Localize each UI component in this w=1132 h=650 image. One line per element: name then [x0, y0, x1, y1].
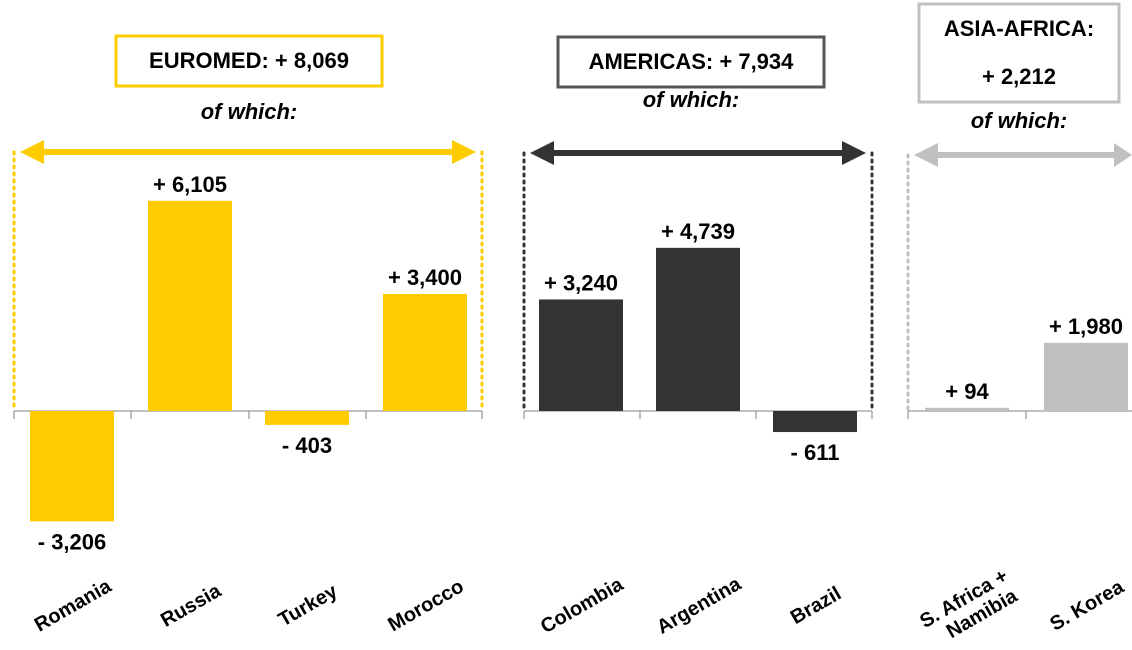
value-label-colombia: + 3,240: [544, 270, 618, 295]
value-label-romania: - 3,206: [38, 529, 107, 554]
category-label-romania: Romania: [31, 575, 116, 637]
category-label-russia: Russia: [157, 579, 226, 631]
category-label-s-africa-namibia: S. Africa +Namibia: [916, 565, 1023, 650]
euromed-title-box: [114, 34, 384, 88]
americas-subtitle: of which:: [643, 87, 740, 112]
value-label-s-korea: + 1,980: [1049, 314, 1123, 339]
bar-s-korea: [1044, 342, 1128, 411]
category-label-colombia: Colombia: [537, 573, 628, 638]
bar-colombia: [539, 299, 623, 411]
value-label-russia: + 6,105: [153, 172, 227, 197]
asia-africa-title-box: [917, 2, 1121, 104]
bar-turkey: [265, 411, 349, 425]
asia-africa-subtitle: of which:: [971, 108, 1068, 133]
category-label-morocco: Morocco: [384, 575, 467, 636]
bar-argentina: [656, 247, 740, 411]
euromed-arrow-left-head: [20, 140, 44, 164]
americas-title-box: [556, 35, 826, 89]
bar-morocco: [383, 293, 467, 411]
asia-africa-arrow-right-head: [1114, 143, 1132, 167]
bar-brazil: [773, 411, 857, 433]
bar-s-africa-namibia: [925, 407, 1009, 411]
category-label-argentina: Argentina: [653, 573, 746, 639]
euromed-title: EUROMED: + 8,069: [149, 48, 349, 73]
bar-romania: [30, 411, 114, 522]
americas-title: AMERICAS: + 7,934: [589, 49, 795, 74]
americas-arrow-left-head: [530, 141, 554, 165]
value-label-argentina: + 4,739: [661, 219, 735, 244]
asia-africa-arrow-left-head: [914, 143, 938, 167]
value-label-brazil: - 611: [791, 440, 840, 465]
asia-africa-title: ASIA-AFRICA:: [944, 16, 1094, 41]
euromed-subtitle: of which:: [201, 99, 298, 124]
euromed-arrow-right-head: [452, 140, 476, 164]
category-label-s-korea: S. Korea: [1046, 576, 1128, 636]
value-label-s-africa-namibia: + 94: [945, 379, 989, 404]
asia-africa-title-total: + 2,212: [982, 64, 1056, 89]
americas-arrow-right-head: [842, 141, 866, 165]
category-label-turkey: Turkey: [275, 580, 342, 632]
category-label-brazil: Brazil: [787, 583, 845, 629]
value-label-turkey: - 403: [282, 433, 332, 458]
bar-russia: [148, 200, 232, 411]
value-label-morocco: + 3,400: [388, 265, 462, 290]
